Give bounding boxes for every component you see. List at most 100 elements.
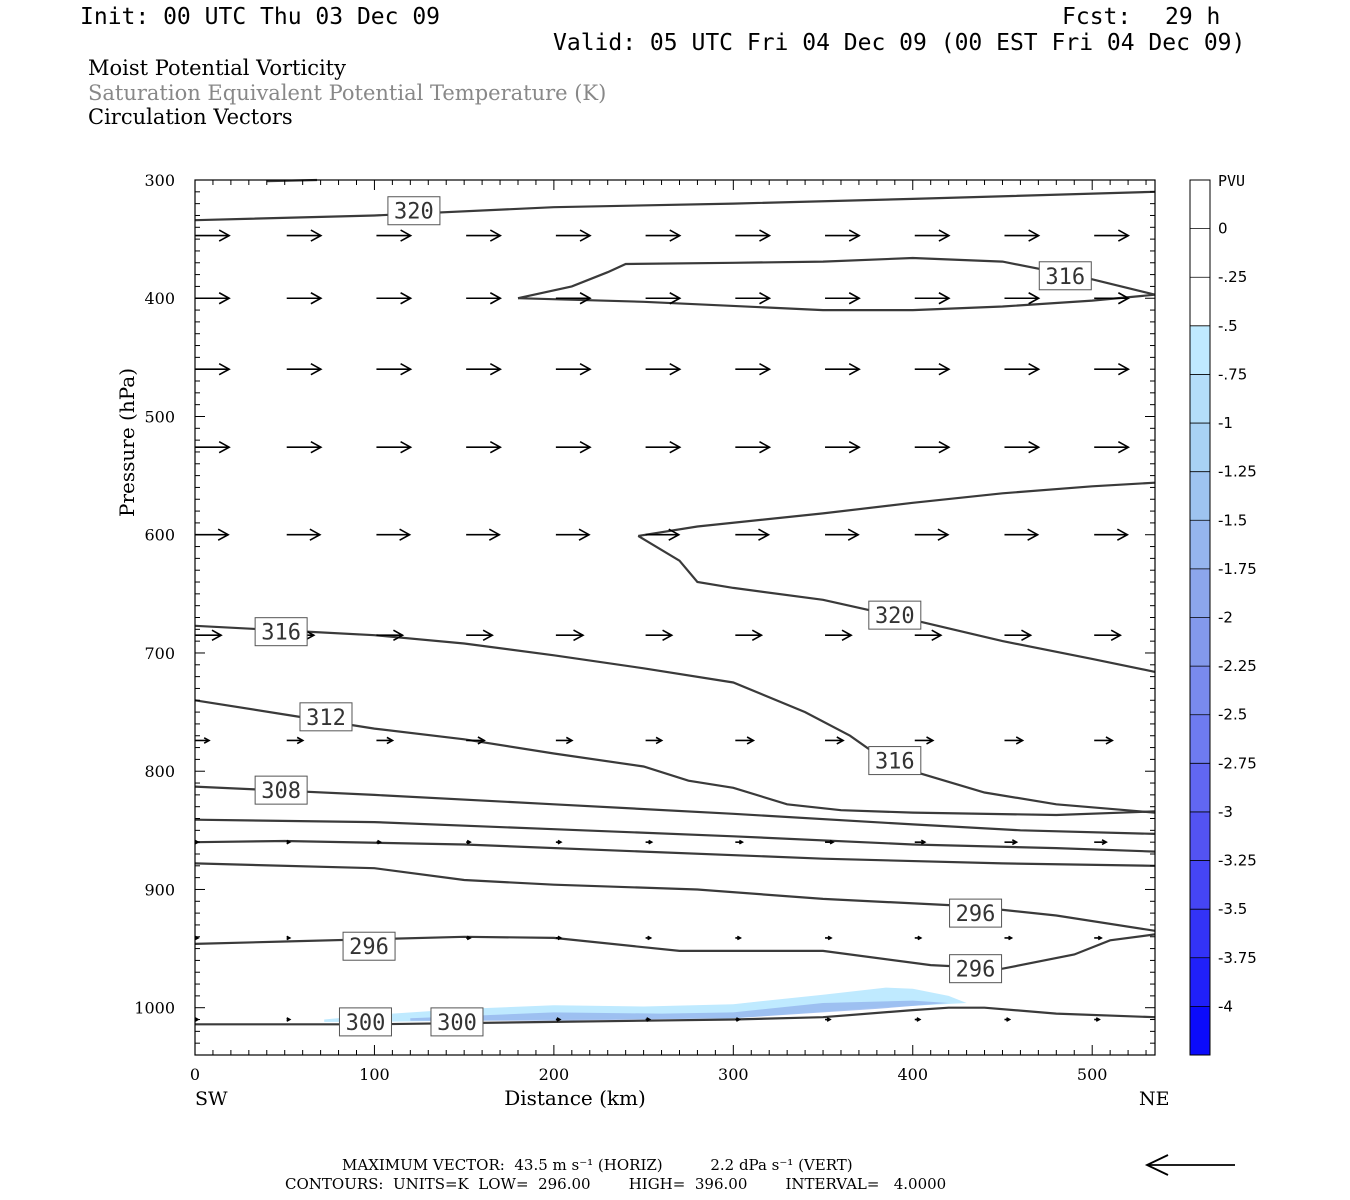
contour-label: 316 — [261, 621, 301, 646]
vector-arrow — [1094, 362, 1131, 376]
colorbar-swatch — [1190, 520, 1210, 569]
vector-arrow — [914, 528, 950, 541]
vector-arrow — [1094, 839, 1108, 846]
y-tick-label: 800 — [144, 762, 175, 781]
colorbar-label: -1.75 — [1218, 560, 1257, 578]
contour-labels: 320 316 320 316 312 316 308 296 296 296 300 300 — [254, 196, 1092, 1037]
contour-line — [194, 818, 1156, 853]
x-start-label: SW — [195, 1088, 228, 1110]
y-tick-label: 400 — [144, 289, 175, 308]
vector-arrow — [286, 1017, 292, 1022]
vector-arrow — [1004, 292, 1041, 305]
vector-arrow — [1004, 229, 1041, 242]
contour-label-box — [949, 954, 1003, 984]
vector-arrow — [914, 935, 923, 941]
vector-arrow — [376, 736, 395, 745]
contour-line — [194, 624, 1156, 814]
vector-arrow — [1004, 441, 1041, 454]
vector-arrow — [555, 1017, 562, 1022]
vector-arrow — [645, 839, 654, 845]
colorbar-label: -2 — [1218, 609, 1233, 627]
vector-arrow — [286, 528, 322, 541]
vector-arrow — [466, 362, 502, 376]
x-tick-label: 400 — [897, 1065, 928, 1084]
vector-arrow — [914, 229, 951, 242]
contour-line — [194, 933, 1156, 970]
vector-arrow — [286, 935, 292, 941]
vector-arrow — [645, 736, 664, 745]
mpv-region — [324, 987, 967, 1022]
vector-arrow — [286, 736, 305, 745]
vector-arrow — [555, 629, 585, 642]
vector-arrow — [1094, 528, 1130, 541]
vector-arrow — [825, 528, 860, 541]
contour-label: 300 — [346, 1011, 386, 1036]
vector-arrow — [376, 629, 405, 641]
colorbar-label: -2.75 — [1218, 754, 1257, 772]
contour-line — [194, 862, 1156, 932]
contour-label: 312 — [306, 706, 346, 731]
vector-arrow — [1004, 736, 1025, 745]
colorbar-swatch — [1190, 325, 1210, 375]
colorbar-title: PVU — [1218, 172, 1245, 190]
x-end-label: NE — [1139, 1088, 1170, 1110]
vector-arrow — [376, 441, 413, 454]
vector-arrow — [914, 362, 951, 376]
vector-arrow — [195, 362, 231, 376]
contour-label-box — [949, 898, 1003, 928]
vector-arrow — [645, 528, 681, 541]
contour-line — [638, 481, 1156, 537]
vector-arrow — [195, 441, 231, 454]
vector-arrow — [195, 629, 223, 641]
vector-arrow — [466, 292, 502, 305]
axes: 0 100 200 300 400 500 300 400 500 600 700 800 900 100… — [115, 171, 1170, 1110]
colorbar-label: -2.25 — [1218, 657, 1257, 675]
vector-arrow — [1004, 362, 1041, 376]
vector-arrow — [1094, 629, 1122, 641]
colorbar-label: -.5 — [1218, 317, 1238, 335]
x-tick-label: 0 — [190, 1065, 200, 1084]
vector-arrow — [735, 528, 771, 541]
vector-arrow — [825, 736, 845, 745]
vector-arrow — [645, 362, 682, 376]
x-tick-label: 500 — [1077, 1065, 1108, 1084]
reference-vector-icon — [1144, 1154, 1235, 1176]
colorbar-swatch — [1190, 471, 1210, 521]
contour-line — [194, 785, 1156, 835]
colorbar-swatch — [1190, 617, 1210, 667]
vector-arrow — [286, 839, 292, 845]
vector-arrow — [195, 737, 211, 744]
y-tick-label: 300 — [144, 171, 175, 190]
vector-arrow — [1094, 935, 1103, 941]
contour-info-text: CONTOURS: UNITS=K LOW= 296.00 HIGH= 396.… — [285, 1175, 947, 1193]
vector-arrow — [466, 935, 472, 941]
vector-arrow — [645, 292, 682, 305]
vector-arrow — [735, 736, 756, 745]
vector-arrow — [555, 528, 591, 541]
x-tick-label: 200 — [539, 1065, 570, 1084]
colorbar-swatch — [1190, 568, 1210, 618]
contour-label: 296 — [956, 902, 996, 927]
contour-label: 308 — [261, 779, 301, 804]
vector-arrow — [825, 292, 861, 305]
vector-arrow — [1094, 736, 1114, 745]
colorbar-label: -.75 — [1218, 365, 1247, 383]
forecast-hours: 29 h — [1165, 4, 1221, 30]
vector-arrow — [555, 736, 574, 745]
vector-arrow — [1004, 528, 1040, 541]
vector-arrow — [735, 362, 772, 376]
colorbar-swatch — [1190, 763, 1210, 812]
vector-arrow — [825, 441, 861, 454]
circulation-vectors — [194, 229, 1131, 1022]
contour-label-box — [338, 1007, 392, 1037]
colorbar-label: -2.5 — [1218, 706, 1247, 724]
valid-time: Valid: 05 UTC Fri 04 Dec 09 (00 EST Fri … — [553, 30, 1246, 56]
vector-arrow — [466, 528, 501, 541]
title-mpv: Moist Potential Vorticity — [88, 56, 346, 80]
vector-arrow — [1094, 292, 1131, 305]
colorbar-label: -3.75 — [1218, 949, 1257, 967]
vector-arrow — [555, 229, 592, 242]
vector-arrow — [286, 362, 323, 376]
vector-arrow — [555, 935, 563, 941]
vector-arrow — [466, 229, 502, 242]
